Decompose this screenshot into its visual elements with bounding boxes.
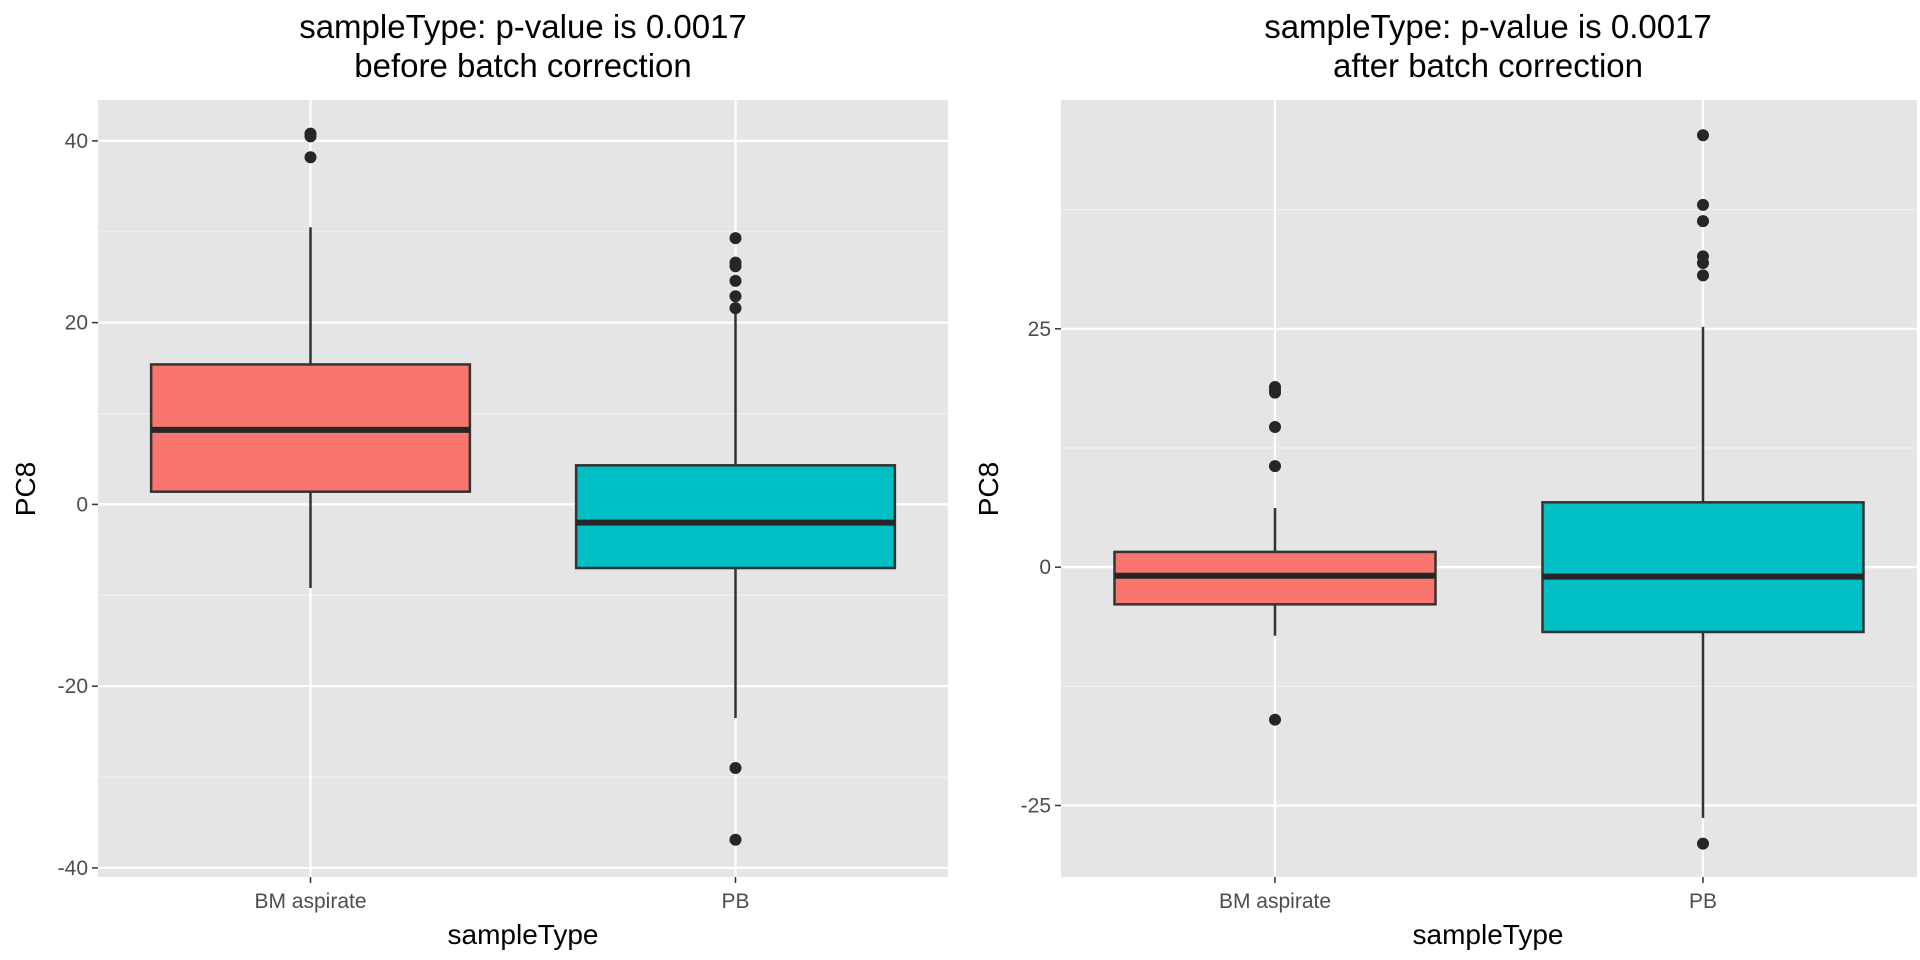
outlier-point xyxy=(304,127,317,140)
title-line1-after: sampleType: p-value is 0.0017 xyxy=(1264,8,1712,45)
outlier-point xyxy=(729,290,742,303)
outlier-point xyxy=(1697,129,1709,142)
y-tick-label: -20 xyxy=(58,675,88,698)
outlier-point xyxy=(1697,269,1709,282)
x-axis-title-after: sampleType xyxy=(1413,919,1564,950)
outlier-point xyxy=(1269,460,1281,473)
title-line1-before: sampleType: p-value is 0.0017 xyxy=(299,8,747,45)
outlier-point xyxy=(729,232,742,245)
y-axis-title-before: PC8 xyxy=(10,462,41,516)
boxplot-pb xyxy=(574,232,897,846)
outlier-point xyxy=(1269,421,1281,434)
outlier-point xyxy=(729,274,742,287)
y-tick-label: 40 xyxy=(65,130,88,153)
outlier-point xyxy=(1697,250,1709,263)
y-axis-title-after: PC8 xyxy=(973,462,1004,516)
title-line2-after: after batch correction xyxy=(1333,47,1643,84)
x-tick-label: BM aspirate xyxy=(254,890,366,913)
outlier-point xyxy=(729,833,742,846)
y-tick-label: -40 xyxy=(58,857,88,880)
y-tick-label: 20 xyxy=(65,312,88,335)
boxplot-pb xyxy=(1541,129,1865,850)
panel-after-correction: sampleType: p-value is 0.0017 after batc… xyxy=(973,8,1917,950)
x-axis-ticks-after: BM aspirate PB xyxy=(1219,877,1717,913)
x-axis-title-before: sampleType xyxy=(448,919,599,950)
boxplot-bm-aspirate xyxy=(1113,380,1437,726)
outlier-point xyxy=(1697,837,1709,850)
outlier-point xyxy=(1697,215,1709,228)
y-tick-label: 0 xyxy=(1039,556,1051,579)
panel-before-correction: sampleType: p-value is 0.0017 before bat… xyxy=(10,8,948,950)
box xyxy=(574,464,897,570)
plot-area-after xyxy=(1061,100,1917,877)
box xyxy=(1541,501,1865,634)
outlier-point xyxy=(729,256,742,269)
outlier-point xyxy=(729,761,742,774)
x-tick-label: PB xyxy=(721,890,749,913)
boxplots-before xyxy=(149,127,897,846)
boxplots-after xyxy=(1113,129,1865,850)
x-axis-ticks-before: BM aspirate PB xyxy=(254,877,750,913)
outlier-point xyxy=(1697,198,1709,211)
outlier-point xyxy=(729,302,742,315)
y-tick-label: -25 xyxy=(1021,794,1051,817)
title-line2-before: before batch correction xyxy=(354,47,692,84)
boxplot-bm-aspirate xyxy=(149,127,472,589)
y-axis-ticks-after: -25 0 25 xyxy=(1021,318,1061,817)
y-axis-ticks-before: -40 -20 0 20 40 xyxy=(58,130,98,880)
y-tick-label: 25 xyxy=(1028,318,1051,341)
x-tick-label: PB xyxy=(1689,890,1717,913)
outlier-point xyxy=(1269,380,1281,393)
y-tick-label: 0 xyxy=(76,493,88,516)
outlier-point xyxy=(304,151,317,164)
outlier-point xyxy=(1269,713,1281,726)
x-tick-label: BM aspirate xyxy=(1219,890,1331,913)
